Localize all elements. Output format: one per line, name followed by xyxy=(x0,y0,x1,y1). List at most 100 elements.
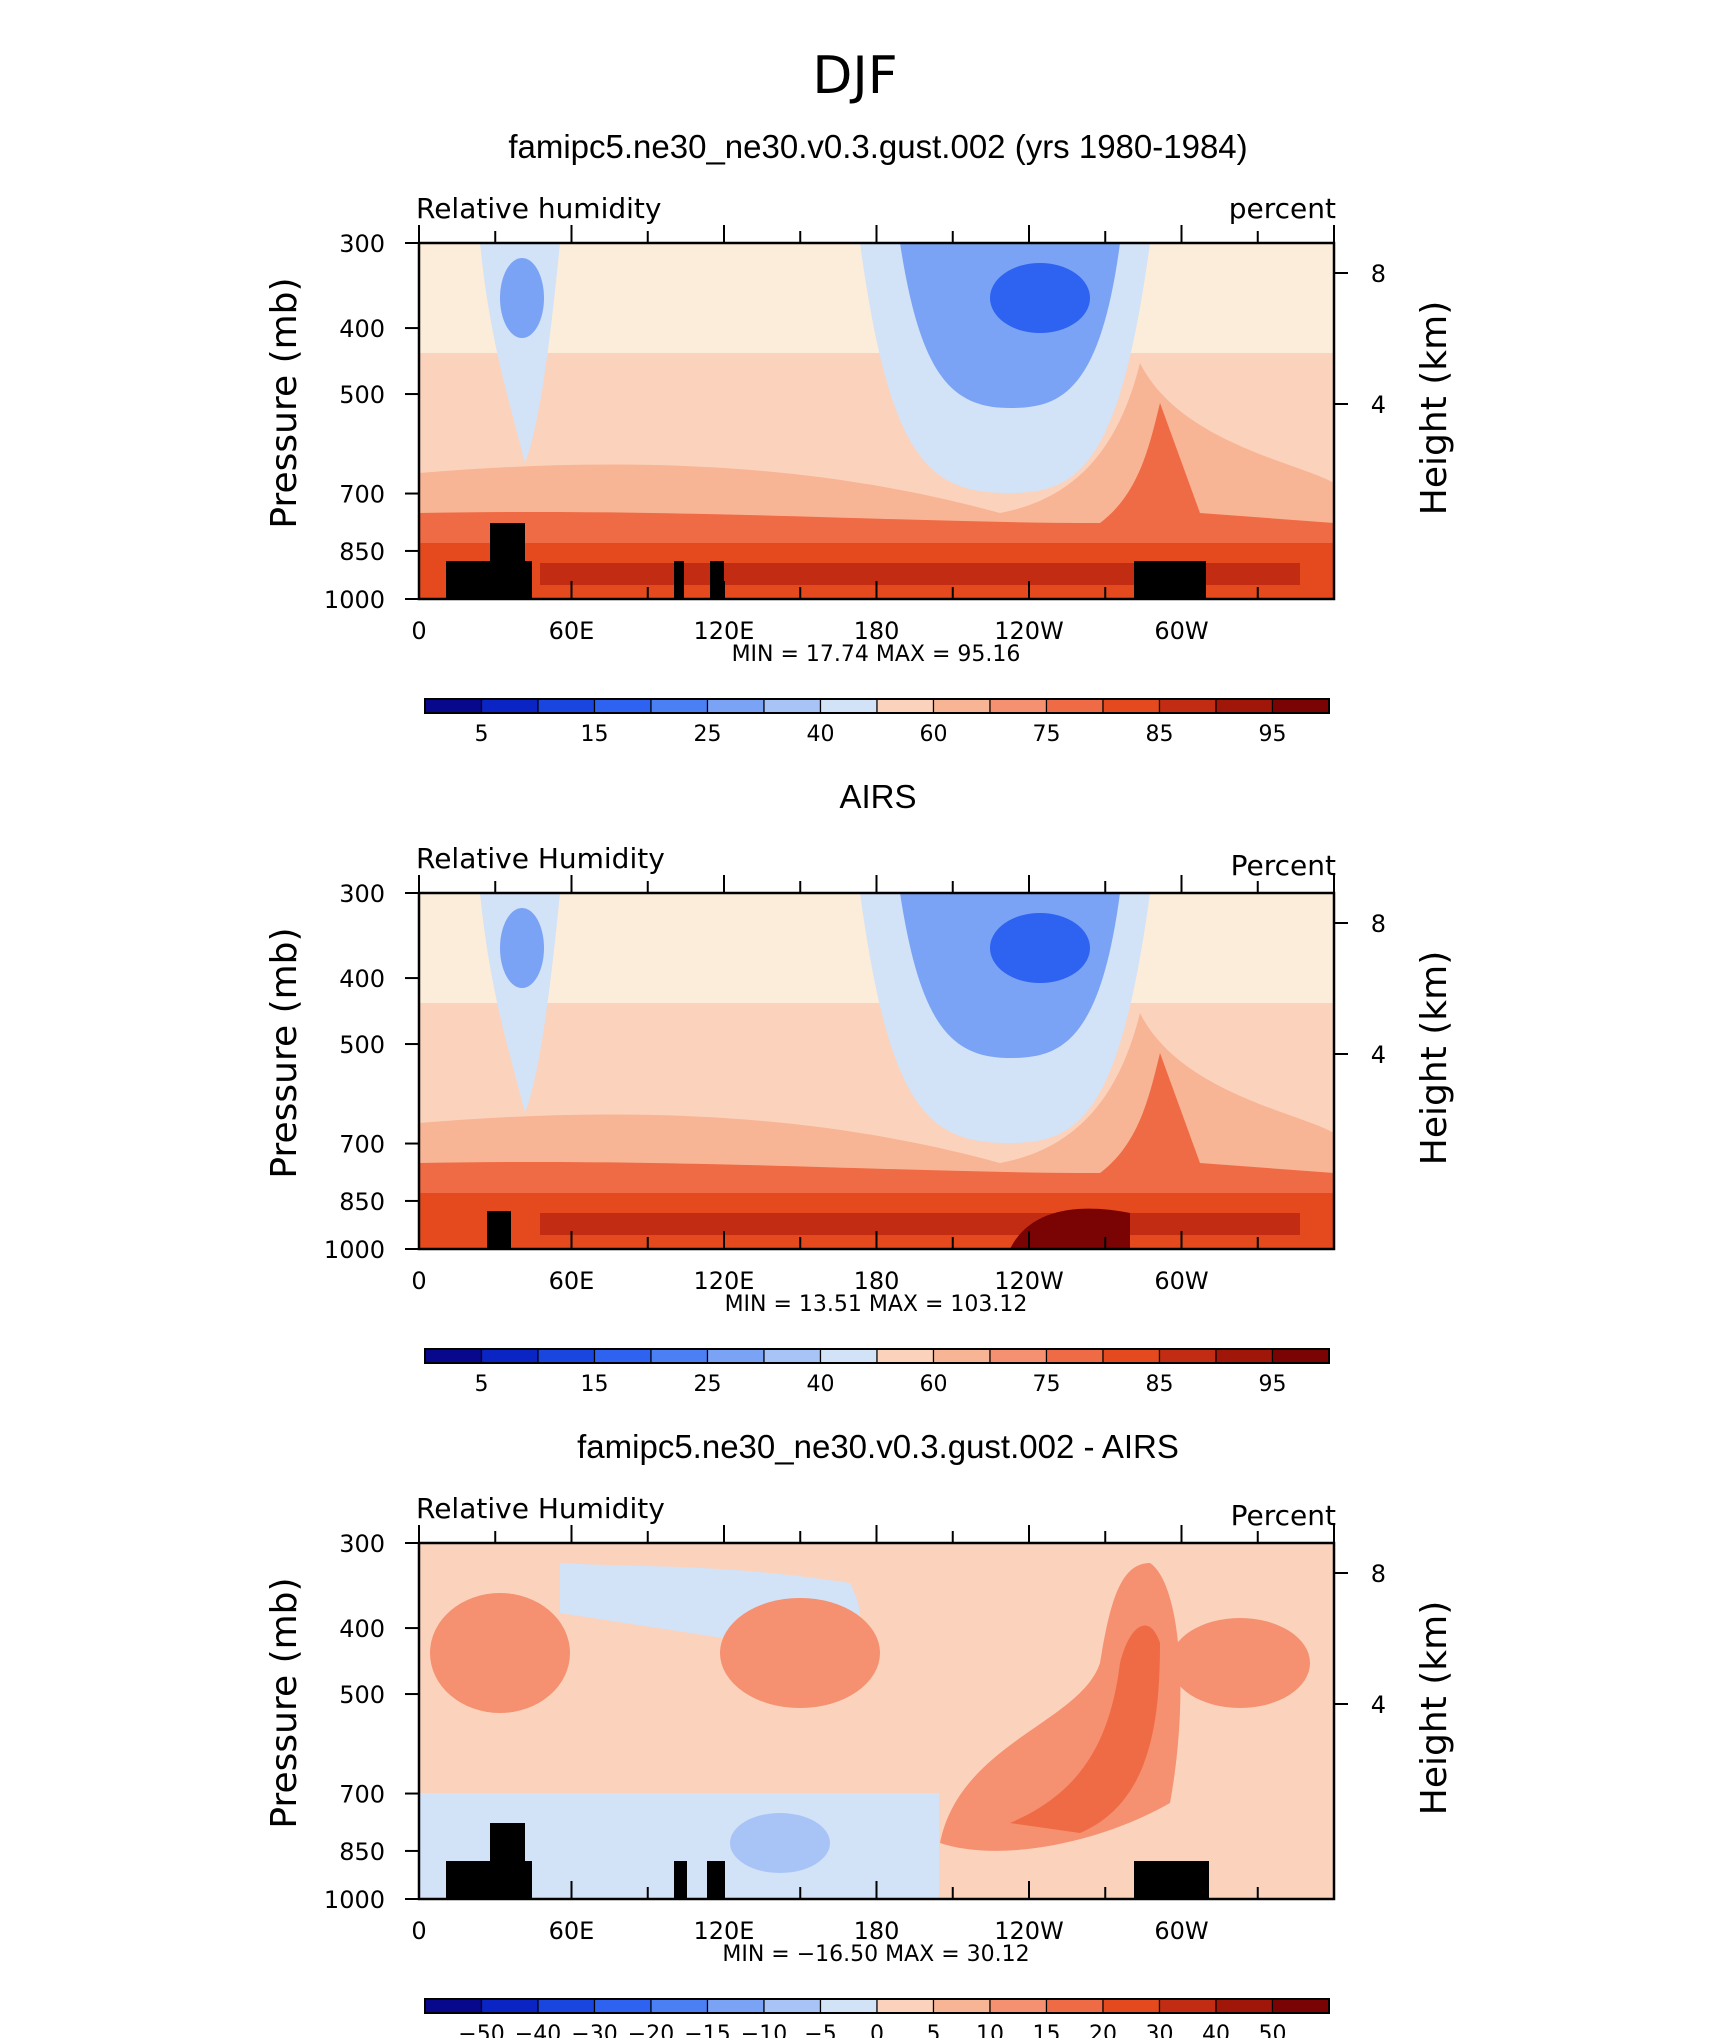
y-tick-label: 700 xyxy=(339,1781,385,1809)
field-contours xyxy=(419,893,1334,1249)
y-tick-label: 500 xyxy=(339,1681,385,1709)
colorbar-swatch xyxy=(763,698,822,714)
colorbar-swatch xyxy=(650,1348,709,1364)
panel-title: famipc5.ne30_ne30.v0.3.gust.002 (yrs 198… xyxy=(508,128,1247,165)
colorbar-swatch xyxy=(932,1348,991,1364)
y2-tick-label: 4 xyxy=(1371,391,1386,419)
field-dry-tongue-core xyxy=(500,258,544,338)
y-tick-label: 850 xyxy=(339,1838,385,1866)
panel-units-label: Percent xyxy=(1231,1499,1336,1532)
y-axis-title: Pressure (mb) xyxy=(264,1577,305,1828)
colorbar-swatch xyxy=(593,698,652,714)
colorbar-swatch xyxy=(1215,1348,1274,1364)
colorbar-swatch xyxy=(1045,1998,1104,2014)
colorbar-label: −15 xyxy=(684,2022,730,2038)
colorbar-label: 5 xyxy=(475,722,489,747)
colorbar-swatch xyxy=(537,1348,596,1364)
topography-block-g xyxy=(1134,1861,1209,1899)
colorbar-label: −50 xyxy=(458,2022,504,2038)
y2-tick-label: 8 xyxy=(1371,260,1386,288)
field-contours xyxy=(419,243,1334,599)
colorbar-swatch xyxy=(1215,698,1274,714)
colorbar-swatch xyxy=(424,1348,483,1364)
y-axis-title: Pressure (mb) xyxy=(264,927,305,1178)
field-positive-central xyxy=(720,1598,880,1708)
x-tick-label: 120E xyxy=(694,617,755,645)
colorbar-swatch xyxy=(819,1998,878,2014)
colorbar-swatch xyxy=(1271,1998,1330,2014)
x-tick-label: 60W xyxy=(1154,1267,1208,1295)
colorbar-swatch xyxy=(1045,698,1104,714)
x-tick-label: 0 xyxy=(411,1917,426,1945)
colorbar-swatch xyxy=(932,698,991,714)
colorbar-swatch xyxy=(1102,1348,1161,1364)
y-tick-label: 1000 xyxy=(324,1886,385,1914)
colorbar-label: 15 xyxy=(1033,2022,1061,2038)
panel-units-label: Percent xyxy=(1231,849,1336,882)
colorbar-label: −40 xyxy=(515,2022,561,2038)
colorbar-frame xyxy=(424,1348,1330,1364)
colorbar-label: 60 xyxy=(920,1372,948,1397)
topography-block-a xyxy=(446,1861,490,1899)
colorbar-label: 15 xyxy=(581,1372,609,1397)
colorbar-label: 5 xyxy=(475,1372,489,1397)
field-dry-minimum xyxy=(990,263,1090,333)
colorbar-swatch xyxy=(480,1348,539,1364)
y-tick-label: 300 xyxy=(339,230,385,258)
colorbar-swatch xyxy=(1158,1998,1217,2014)
colorbar-frame xyxy=(424,1998,1330,2014)
colorbar-label: 40 xyxy=(807,722,835,747)
min-max-label: MIN = 13.51 MAX = 103.12 xyxy=(725,1292,1028,1317)
panel-variable-label: Relative Humidity xyxy=(416,1492,665,1525)
panel-2: AIRS Relative Humidity Percent 0 60E 120E 180 1… xyxy=(264,778,1455,1397)
colorbar-swatch xyxy=(989,1348,1048,1364)
colorbar-swatch xyxy=(1102,698,1161,714)
colorbar-swatch xyxy=(932,1998,991,2014)
y-tick-label: 300 xyxy=(339,1530,385,1558)
colorbar-swatch xyxy=(1215,1998,1274,2014)
colorbar-label: 95 xyxy=(1259,722,1287,747)
colorbar-label: 40 xyxy=(1202,2022,1230,2038)
colorbar-swatch xyxy=(1158,698,1217,714)
colorbar-label: 30 xyxy=(1146,2022,1174,2038)
panel-units-label: percent xyxy=(1229,192,1336,225)
x-tick-label: 0 xyxy=(411,1267,426,1295)
field-moist-band-4 xyxy=(540,1213,1300,1235)
colorbar-label: 25 xyxy=(694,1372,722,1397)
x-tick-label: 120E xyxy=(694,1267,755,1295)
colorbar-swatch xyxy=(989,698,1048,714)
colorbar-label: 20 xyxy=(1089,2022,1117,2038)
colorbar-swatch xyxy=(537,698,596,714)
colorbar-swatch xyxy=(989,1998,1048,2014)
colorbar-label: 75 xyxy=(1033,722,1061,747)
colorbar-swatch xyxy=(1045,1348,1104,1364)
x-tick-label: 60W xyxy=(1154,617,1208,645)
min-max-label: MIN = −16.50 MAX = 30.12 xyxy=(722,1942,1029,1967)
topography-block-a xyxy=(446,561,490,599)
field-negative-core xyxy=(730,1813,830,1873)
field-dry-minimum xyxy=(990,913,1090,983)
colorbar-swatch xyxy=(593,1998,652,2014)
x-tick-label: 180 xyxy=(854,1267,900,1295)
x-tick-label: 120W xyxy=(994,617,1064,645)
panels-container: famipc5.ne30_ne30.v0.3.gust.002 (yrs 198… xyxy=(264,128,1455,2038)
colorbar-label: 5 xyxy=(927,2022,941,2038)
y2-axis-title: Height (km) xyxy=(1414,951,1455,1165)
x-tick-label: 180 xyxy=(854,1917,900,1945)
colorbar-label: −20 xyxy=(628,2022,674,2038)
x-tick-label: 120W xyxy=(994,1917,1064,1945)
y2-axis-title: Height (km) xyxy=(1414,1601,1455,1815)
colorbar-swatch xyxy=(1271,698,1330,714)
y-tick-label: 1000 xyxy=(324,586,385,614)
y2-tick-label: 4 xyxy=(1371,1691,1386,1719)
topography-block-f xyxy=(707,1861,725,1899)
panel-variable-label: Relative humidity xyxy=(416,192,661,225)
topography-block-e xyxy=(674,1861,687,1899)
topography-block-g xyxy=(1134,561,1206,599)
field-contours xyxy=(419,1543,1334,1899)
y-tick-label: 850 xyxy=(339,538,385,566)
field-positive-max xyxy=(1010,1625,1160,1833)
y-tick-label: 700 xyxy=(339,481,385,509)
y2-tick-label: 4 xyxy=(1371,1041,1386,1069)
